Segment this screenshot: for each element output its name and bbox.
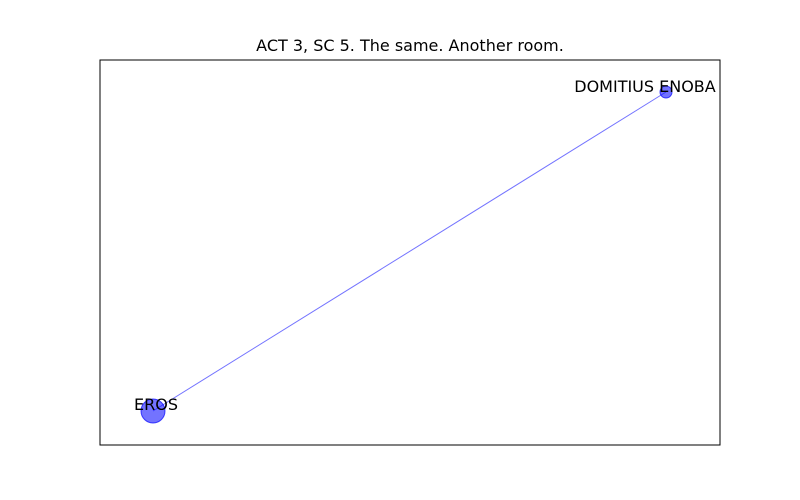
edge-eros-domitius [152,91,667,412]
node-label-domitius: DOMITIUS ENOBA [574,77,716,96]
node-label-eros: EROS [134,395,178,414]
figure-title: ACT 3, SC 5. The same. Another room. [256,36,564,55]
nodes-layer [140,85,673,424]
node-eros [140,398,166,424]
edges-layer [152,91,667,412]
node-domitius [659,85,673,99]
labels-layer: EROS DOMITIUS ENOBA [134,77,716,414]
plot-frame [99,59,721,446]
